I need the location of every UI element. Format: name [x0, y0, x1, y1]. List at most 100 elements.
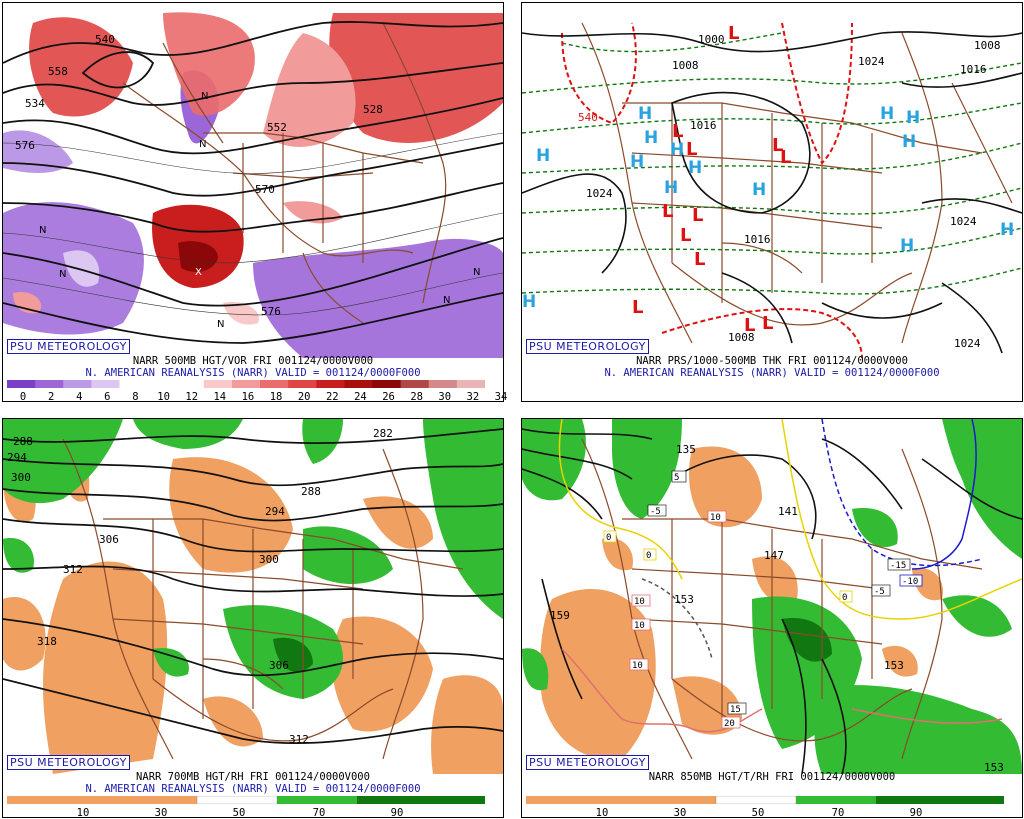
temp-label-box: 20	[721, 716, 741, 729]
map-500mb-vorticity: 540 558 534 528 552 576 570 576 N N N N …	[3, 3, 503, 358]
isobar-label: 1000	[698, 33, 725, 46]
svg-text:0: 0	[646, 551, 651, 561]
low-pressure-symbol: L	[772, 135, 783, 156]
svg-text:-5: -5	[874, 587, 885, 597]
contour-label: 306	[99, 533, 119, 546]
high-pressure-symbol: H	[1000, 220, 1014, 240]
colorbar-tick: 16	[241, 391, 255, 403]
isobar-label: 1008	[672, 59, 699, 72]
contour-label: 558	[48, 65, 68, 78]
vort-min-marker: N	[39, 225, 46, 236]
colorbar-tick: 30	[154, 807, 168, 819]
colorbar-swatch	[63, 380, 92, 388]
low-pressure-symbol: L	[680, 225, 691, 246]
colorbar-tick: 34	[494, 391, 508, 403]
high-pressure-symbol: H	[644, 128, 658, 148]
colorbar-tick: 30	[673, 807, 687, 819]
vort-min-marker: N	[217, 319, 224, 330]
temp-label-box: -5	[871, 584, 891, 597]
isobar-label: 1016	[690, 119, 717, 132]
colorbar-tick: 10	[76, 807, 90, 819]
svg-text:0: 0	[606, 533, 611, 543]
psu-meteorology-label: PSU METEOROLOGY	[7, 755, 130, 770]
map-pressure-thickness: 1000 1008 1016 1024 1008 1016 1024 1016 …	[522, 3, 1022, 358]
panel-title: NARR 500MB HGT/VOR FRI 001124/0000V000	[132, 355, 374, 367]
low-pressure-symbol: L	[672, 121, 683, 142]
vort-min-marker: N	[443, 295, 450, 306]
colorbar-swatch	[147, 380, 177, 388]
colorbar-tick: 20	[297, 391, 311, 403]
temp-label-box: 0	[603, 530, 617, 543]
contour-label: 306	[269, 659, 289, 672]
rh-colorbar	[526, 796, 1004, 804]
isobar-label: 1024	[950, 215, 977, 228]
svg-text:15: 15	[730, 705, 741, 715]
high-pressure-symbol: H	[630, 152, 644, 172]
panel-700mb-rh: 288 294 300 306 312 318 282 288 294 300 …	[2, 418, 504, 819]
isobar-label: 1024	[954, 337, 981, 350]
rh-colorbar-labels: 10 30 50 70 90	[526, 807, 1004, 819]
isobar-label: 1016	[744, 233, 771, 246]
contour-label: 294	[265, 505, 285, 518]
colorbar-swatch	[175, 380, 205, 388]
map-850mb-temp-rh: 135 141 147 153 159 153 153 5 -5 0 0 0 1…	[522, 419, 1022, 774]
temp-label-box: 10	[629, 658, 649, 671]
colorbar-tick: 32	[466, 391, 480, 403]
colorbar-swatch	[288, 380, 317, 388]
temp-label-box: -15	[887, 558, 911, 571]
low-pressure-symbol: L	[694, 249, 705, 270]
temp-label-box: 10	[707, 510, 727, 523]
high-pressure-symbol: H	[522, 292, 536, 312]
colorbar-swatch	[35, 380, 64, 388]
contour-label: 153	[884, 659, 904, 672]
psu-meteorology-label: PSU METEOROLOGY	[526, 755, 649, 770]
colorbar-tick: 50	[751, 807, 765, 819]
colorbar-tick: 2	[47, 391, 55, 403]
colorbar-tick: 28	[410, 391, 423, 403]
svg-text:10: 10	[710, 513, 721, 523]
contour-label: 534	[25, 97, 45, 110]
colorbar-tick: 22	[325, 391, 339, 403]
contour-label: 153	[674, 593, 694, 606]
contour-label: 300	[11, 471, 31, 484]
colorbar-swatch	[344, 380, 374, 388]
colorbar-tick: 10	[595, 807, 609, 819]
contour-label: 141	[778, 505, 798, 518]
rh-colorbar	[7, 796, 485, 804]
contour-label: 288	[13, 435, 33, 448]
temp-label-box: 10	[631, 594, 651, 607]
low-pressure-symbol: L	[632, 297, 643, 318]
thickness-label: 540	[578, 111, 598, 124]
contour-label: 318	[37, 635, 57, 648]
temp-label-box: -10	[899, 574, 923, 587]
colorbar-tick: 12	[185, 391, 199, 403]
contour-label: 282	[373, 427, 393, 440]
vort-min-marker: N	[59, 269, 66, 280]
colorbar-swatch	[119, 380, 149, 388]
isobar-label: 1024	[586, 187, 613, 200]
high-pressure-symbol: H	[664, 178, 678, 198]
high-pressure-symbol: H	[536, 146, 550, 166]
colorbar-tick: 8	[132, 391, 139, 403]
colorbar-swatch	[91, 380, 120, 388]
colorbar-tick: 0	[19, 391, 27, 403]
low-pressure-symbol: L	[662, 201, 673, 222]
contour-label: 300	[259, 553, 279, 566]
high-pressure-symbol: H	[670, 140, 684, 160]
contour-label: 576	[15, 139, 35, 152]
colorbar-tick: 14	[213, 391, 227, 403]
colorbar-swatch	[203, 380, 233, 388]
map-700mb-rh: 288 294 300 306 312 318 282 288 294 300 …	[3, 419, 503, 774]
svg-text:-5: -5	[650, 507, 661, 517]
contour-label: 576	[261, 305, 281, 318]
colorbar-tick: 30	[438, 391, 452, 403]
colorbar-swatch	[7, 380, 36, 388]
temp-label-box: 0	[643, 548, 657, 561]
rh-colorbar-labels: 10 30 50 70 90	[7, 807, 485, 819]
panel-pressure-thickness: 1000 1008 1016 1024 1008 1016 1024 1016 …	[521, 2, 1023, 402]
colorbar-swatch	[456, 380, 485, 388]
vorticity-colorbar-labels: 0 2 4 6 8 10 12 14 16 18 20 22 24 26 28 30 32 34	[7, 391, 507, 403]
svg-text:-15: -15	[890, 561, 906, 571]
contour-label: 570	[255, 183, 275, 196]
panel-title: NARR 700MB HGT/RH FRI 001124/0000V000	[136, 771, 370, 783]
